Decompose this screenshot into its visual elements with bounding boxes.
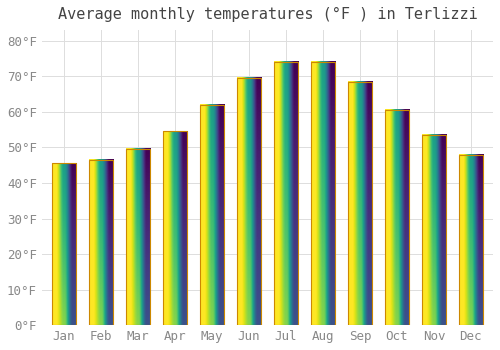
Bar — [89, 160, 113, 325]
Bar — [422, 135, 446, 325]
Bar — [311, 62, 335, 325]
Bar — [163, 131, 187, 325]
Bar — [126, 149, 150, 325]
Bar — [200, 105, 224, 325]
Title: Average monthly temperatures (°F ) in Terlizzi: Average monthly temperatures (°F ) in Te… — [58, 7, 478, 22]
Bar — [348, 82, 372, 325]
Bar — [274, 62, 298, 325]
Bar — [459, 154, 483, 325]
Bar — [237, 78, 261, 325]
Bar — [52, 163, 76, 325]
Bar — [385, 110, 409, 325]
